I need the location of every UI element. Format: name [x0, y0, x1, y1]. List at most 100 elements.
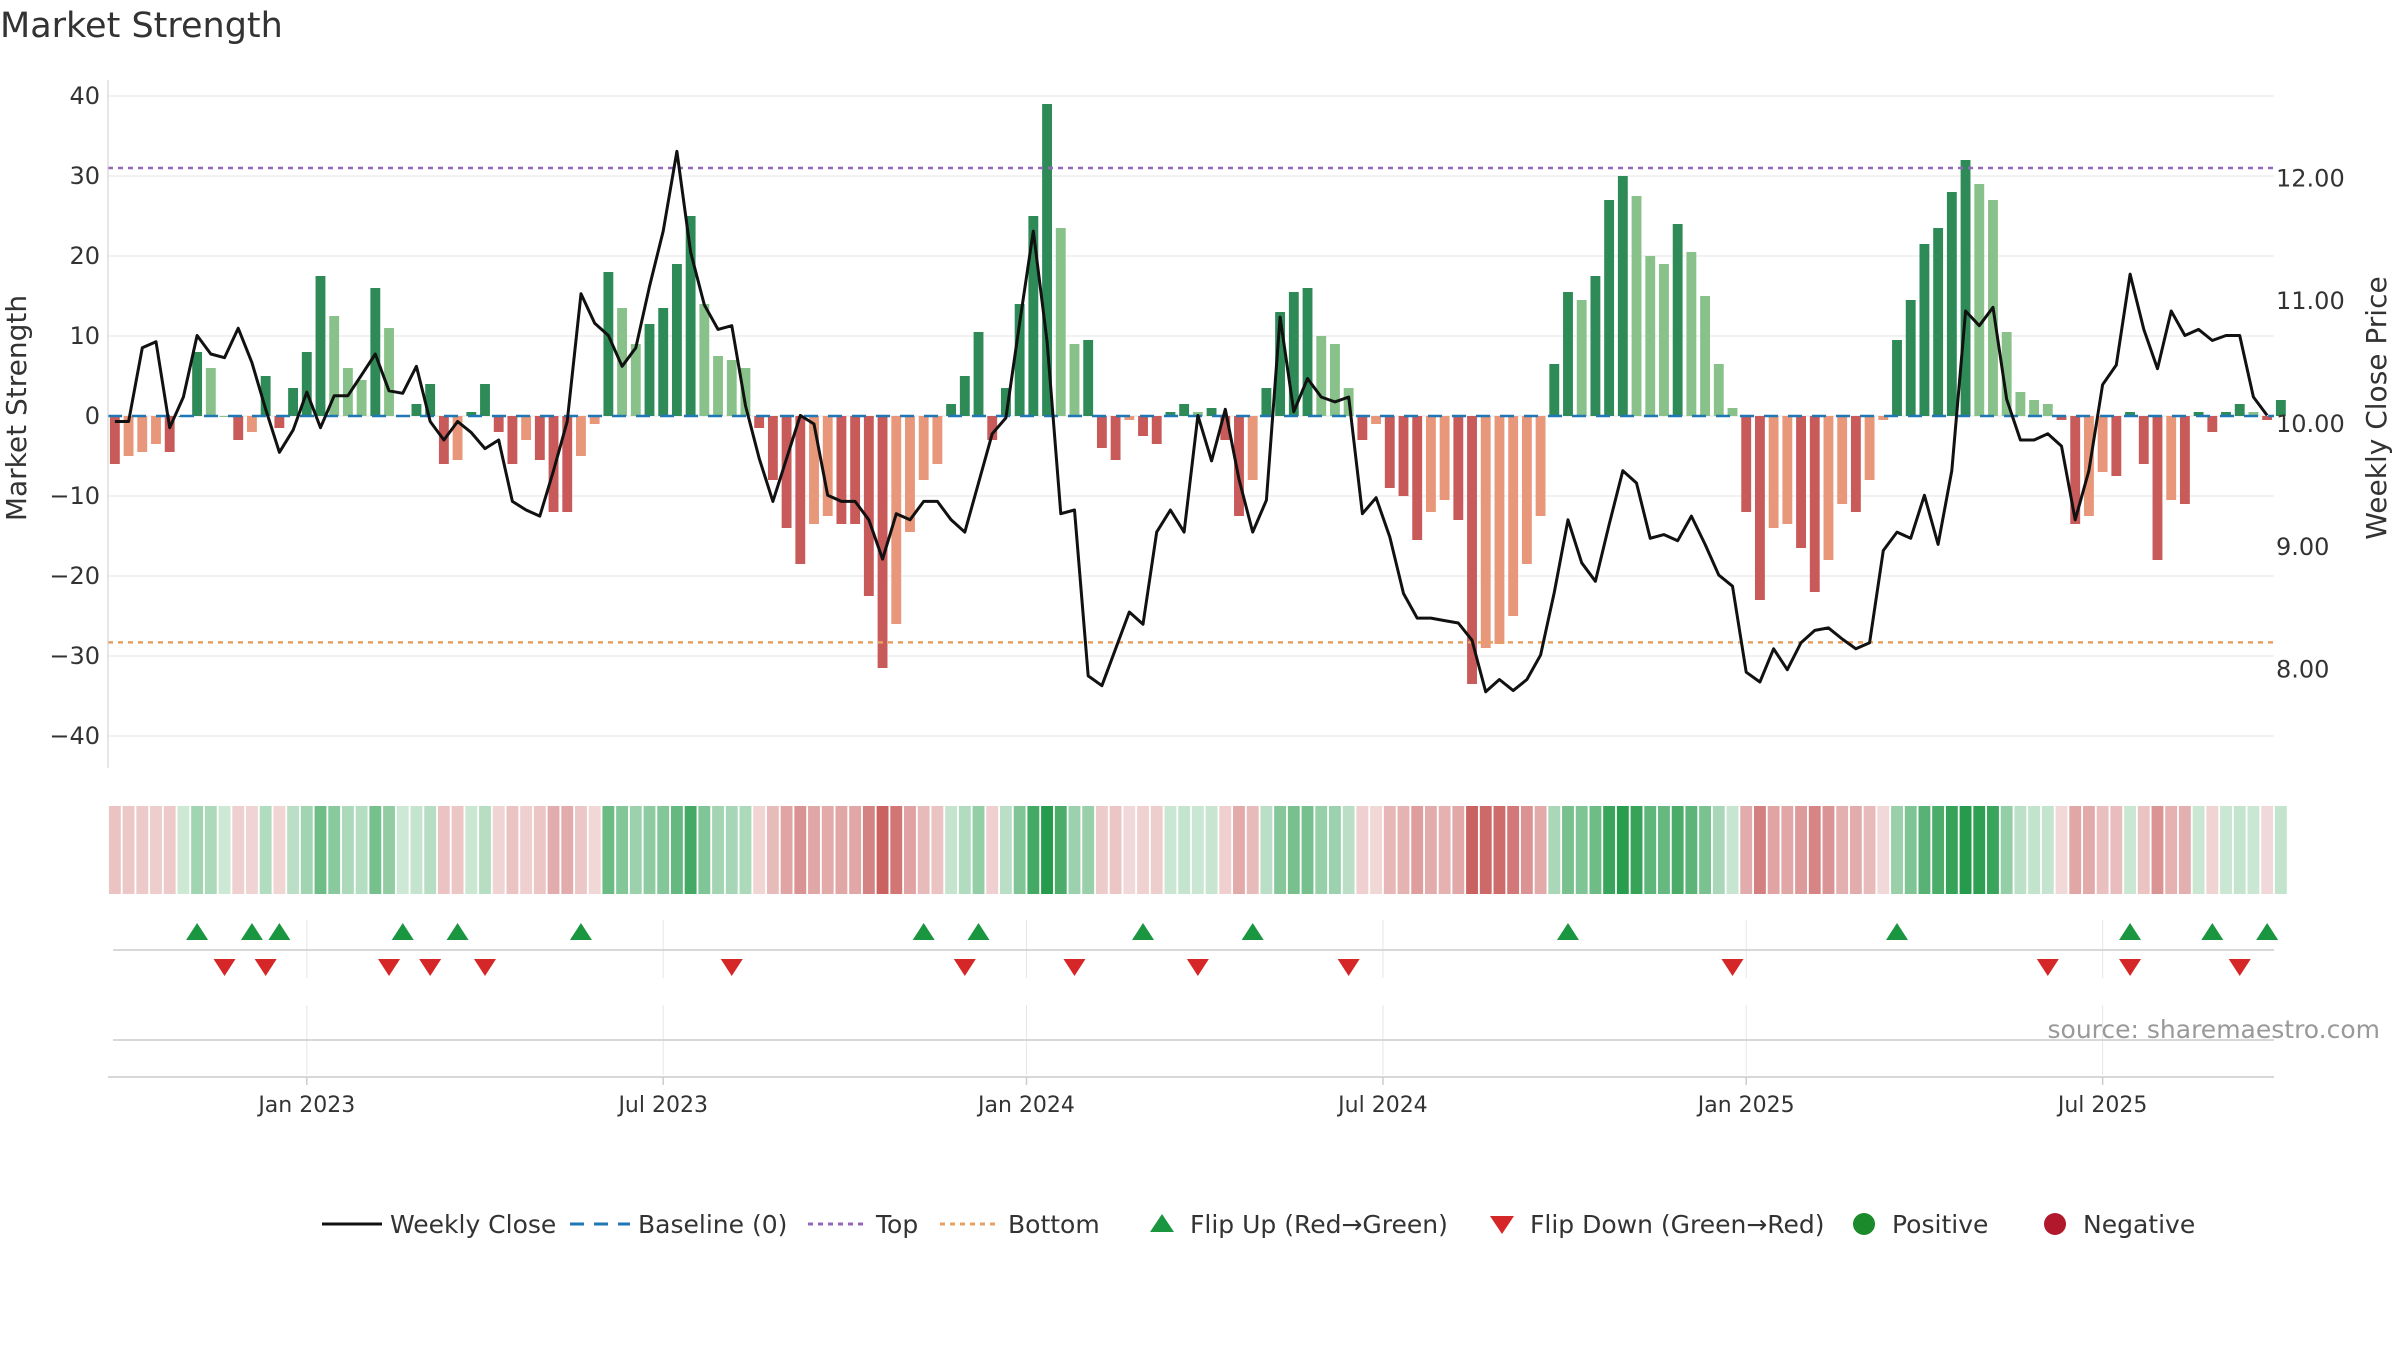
strength-bar — [1837, 416, 1848, 504]
heat-cell — [1863, 806, 1876, 894]
strength-bar — [1110, 416, 1121, 460]
flip-up-marker — [391, 923, 414, 940]
source-text: source: sharemaestro.com — [2048, 1015, 2381, 1044]
strength-bar — [205, 368, 216, 416]
heat-cell — [1424, 806, 1437, 894]
heat-cell — [1287, 806, 1300, 894]
strength-bar — [1768, 416, 1779, 528]
heat-cell — [1644, 806, 1657, 894]
y-axis-label-right: Weekly Close Price — [2360, 276, 2393, 539]
heat-cell — [1370, 806, 1383, 894]
y-tick-right: 11.00 — [2276, 287, 2345, 315]
x-tick-label: Jan 2024 — [976, 1093, 1075, 1118]
heat-cell — [931, 806, 944, 894]
heat-cell — [232, 806, 245, 894]
heat-cell — [177, 806, 190, 894]
strength-bar — [425, 384, 436, 416]
strength-bar — [1933, 228, 1944, 416]
heat-cell — [1438, 806, 1451, 894]
heat-cell — [1479, 806, 1492, 894]
strength-bar — [671, 264, 682, 416]
heat-cell — [2137, 806, 2150, 894]
heat-cell — [1959, 806, 1972, 894]
strength-bar — [1919, 244, 1930, 416]
x-tick-label: Jul 2023 — [616, 1093, 708, 1118]
strength-bar — [1850, 416, 1861, 512]
strength-bar — [507, 416, 518, 464]
strength-bar — [1590, 276, 1601, 416]
strength-bar — [1179, 404, 1190, 416]
strength-bar — [1754, 416, 1765, 600]
heat-cell — [1246, 806, 1259, 894]
strength-bar — [109, 416, 120, 464]
heat-cell — [1712, 806, 1725, 894]
heat-cell — [1054, 806, 1067, 894]
strength-bar — [2275, 400, 2286, 416]
heat-cell — [1260, 806, 1273, 894]
close-line-layer — [114, 149, 2269, 694]
strength-bar — [1604, 200, 1615, 416]
heat-cell — [1507, 806, 1520, 894]
heat-cell — [2028, 806, 2041, 894]
heat-cell — [917, 806, 930, 894]
strength-bar — [1617, 176, 1628, 416]
heat-cell — [904, 806, 916, 894]
strength-bar — [630, 344, 641, 416]
legend-item: Positive — [1853, 1210, 1988, 1239]
strength-bar — [1439, 416, 1450, 500]
strength-bar — [644, 324, 655, 416]
strength-bar — [2166, 416, 2177, 500]
strength-bar — [2097, 416, 2108, 472]
strength-bar — [137, 416, 148, 452]
strength-bar — [1124, 416, 1135, 420]
legend-item: Weekly Close — [322, 1210, 556, 1239]
strength-bar — [123, 416, 134, 456]
strength-bar — [1371, 416, 1382, 424]
strength-bar — [2015, 392, 2026, 416]
heat-cell — [1205, 806, 1218, 894]
heat-cell — [1849, 806, 1862, 894]
heat-cell — [437, 806, 450, 894]
heat-cell — [492, 806, 505, 894]
heat-cell — [616, 806, 629, 894]
strength-bar — [1288, 292, 1299, 416]
y-tick-left: 20 — [69, 242, 100, 270]
heat-cell — [808, 806, 820, 894]
heat-cell — [1041, 806, 1053, 894]
strength-bar — [1782, 416, 1793, 524]
heat-cell — [1383, 806, 1396, 894]
heat-cell — [218, 806, 231, 894]
strength-bar — [1631, 196, 1642, 416]
heat-cell — [2220, 806, 2232, 894]
heat-cell — [794, 806, 807, 894]
heat-cell — [1095, 806, 1108, 894]
heat-cell — [986, 806, 999, 894]
strength-bar — [589, 416, 600, 424]
strength-bar — [2179, 416, 2190, 504]
y-axis-label-left: Market Strength — [0, 295, 33, 521]
heat-cell — [191, 806, 204, 894]
strength-bar — [863, 416, 874, 596]
strength-bars — [109, 104, 2286, 684]
chart-title: Market Strength — [0, 6, 283, 46]
flip-markers — [113, 923, 2279, 1041]
heat-cell — [328, 806, 341, 894]
x-tick-label: Jan 2023 — [256, 1093, 355, 1118]
strength-bar — [1206, 408, 1217, 416]
heat-cell — [533, 806, 546, 894]
heat-cell — [1150, 806, 1163, 894]
strength-bar — [233, 416, 244, 440]
strength-bar — [247, 416, 257, 432]
heat-cell — [2014, 806, 2027, 894]
heat-cell — [424, 806, 437, 894]
heat-cell — [1411, 806, 1424, 894]
strength-bar — [1453, 416, 1464, 520]
strength-bar — [1659, 264, 1669, 416]
heat-cell — [396, 806, 409, 894]
strength-bar — [576, 416, 586, 456]
heat-cell — [259, 806, 272, 894]
flip-up-marker — [569, 923, 592, 940]
strength-bar — [1672, 224, 1683, 416]
y-tick-right: 10.00 — [2276, 410, 2345, 438]
heat-cell — [1356, 806, 1369, 894]
